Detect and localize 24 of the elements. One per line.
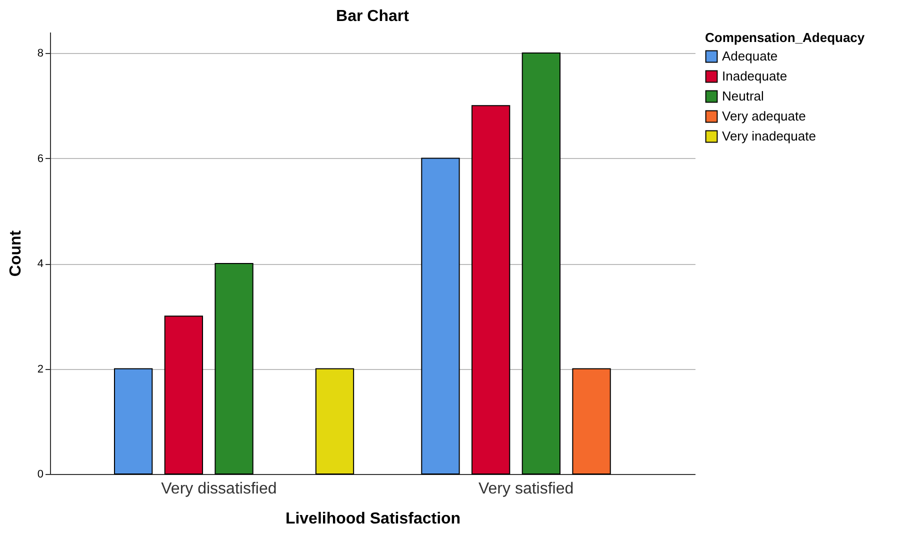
x-tick-label: Very satisfied bbox=[478, 480, 574, 498]
x-axis-title: Livelihood Satisfaction bbox=[285, 510, 461, 528]
legend-label: Neutral bbox=[722, 88, 764, 104]
bar bbox=[522, 52, 561, 474]
legend-label: Very inadequate bbox=[722, 128, 816, 144]
y-tick-label: 2 bbox=[37, 363, 44, 376]
legend-label: Adequate bbox=[722, 48, 778, 64]
y-axis-title: Count bbox=[7, 230, 24, 277]
legend-title: Compensation_Adequacy bbox=[705, 30, 866, 45]
legend-label: Inadequate bbox=[722, 68, 788, 84]
x-tick-label: Very dissatisfied bbox=[161, 480, 277, 498]
bar bbox=[572, 368, 611, 474]
bar bbox=[421, 158, 460, 474]
y-tick-label: 6 bbox=[37, 152, 44, 165]
bar bbox=[471, 105, 510, 474]
bar bbox=[114, 368, 153, 474]
chart-title: Bar Chart bbox=[336, 8, 410, 25]
bar bbox=[315, 368, 354, 474]
y-tick-label: 0 bbox=[37, 468, 44, 480]
bar bbox=[164, 316, 204, 474]
y-tick-label: 8 bbox=[37, 48, 44, 60]
y-tick-label: 4 bbox=[37, 258, 44, 270]
legend-label: Very adequate bbox=[722, 108, 806, 124]
bar bbox=[214, 263, 254, 474]
